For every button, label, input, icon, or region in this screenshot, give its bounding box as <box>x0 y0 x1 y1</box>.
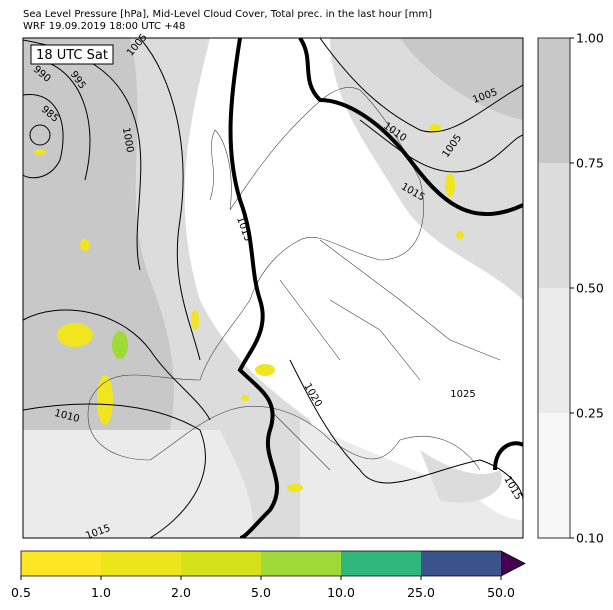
precipitation <box>34 124 464 492</box>
time-label: 18 UTC Sat <box>36 48 108 63</box>
time-box <box>30 44 114 65</box>
tick-label: 0.10 <box>576 531 604 546</box>
tick-label: 2.0 <box>171 585 191 600</box>
tick-label: 25.0 <box>407 585 435 600</box>
tick-label: 5.0 <box>251 585 271 600</box>
cloud-colorbar-ticks: 0.10 0.25 0.50 0.75 1.00 <box>570 31 604 546</box>
map-frame <box>22 37 524 539</box>
isobar-label: 1000 <box>120 127 135 154</box>
title-line: Sea Level Pressure [hPa], Mid-Level Clou… <box>23 9 432 20</box>
tick-label: 1.0 <box>91 585 111 600</box>
tick-label: 1.00 <box>576 31 604 46</box>
precip-colorbar-ticks: 0.5 1.0 2.0 5.0 10.0 25.0 50.0 <box>11 576 515 600</box>
precip-colorbar <box>20 550 526 577</box>
tick-label: 0.75 <box>576 156 604 171</box>
tick-label: 10.0 <box>327 585 355 600</box>
cloud-colorbar <box>537 37 571 539</box>
tick-label: 0.5 <box>11 585 31 600</box>
isobars <box>23 38 523 538</box>
isobars-thick <box>228 38 523 538</box>
isobar-label: 1025 <box>450 389 475 400</box>
coastlines <box>87 87 501 471</box>
tick-label: 0.50 <box>576 281 604 296</box>
map <box>23 38 523 538</box>
tick-label: 0.25 <box>576 406 604 421</box>
tick-label: 50.0 <box>487 585 515 600</box>
title-line: WRF 19.09.2019 18:00 UTC +48 <box>23 21 185 32</box>
